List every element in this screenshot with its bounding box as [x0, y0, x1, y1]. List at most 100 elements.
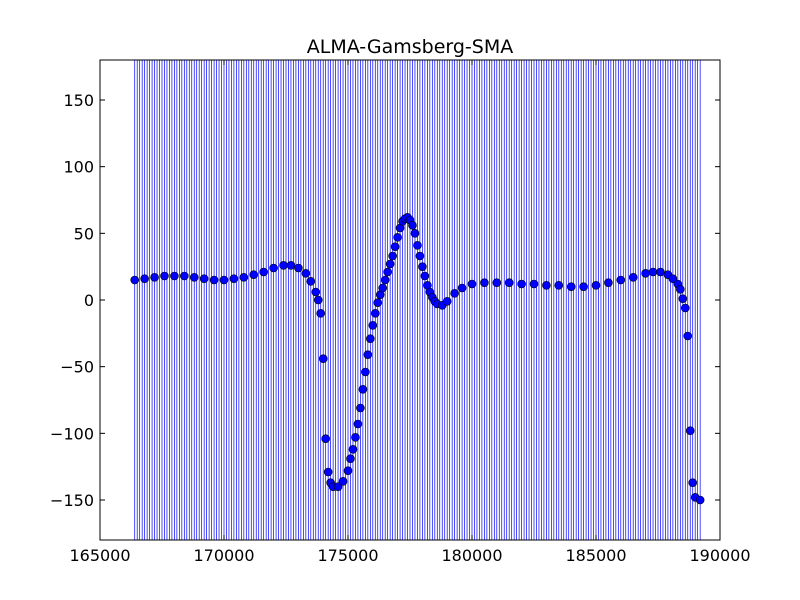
- data-point: [413, 241, 422, 250]
- data-point: [294, 263, 303, 273]
- data-point: [450, 289, 459, 298]
- data-point: [363, 350, 373, 359]
- data-point: [209, 275, 219, 285]
- data-point: [641, 269, 650, 278]
- data-point: [160, 271, 169, 281]
- data-point: [390, 242, 400, 251]
- data-point: [656, 267, 665, 277]
- data-point: [140, 274, 149, 283]
- data-point: [323, 467, 333, 477]
- data-point: [504, 278, 514, 287]
- axis-ticks: 165000 170000 175000 180000 185000 190000 −150…: [50, 60, 751, 565]
- data-point: [688, 478, 698, 487]
- data-point: [420, 271, 430, 281]
- data-point: [408, 221, 417, 230]
- data-point: [457, 283, 467, 293]
- data-point: [318, 354, 328, 363]
- x-tick-label: 185000: [565, 546, 626, 565]
- data-point: [321, 434, 330, 443]
- data-point: [346, 454, 355, 463]
- y-tick-label: 0: [84, 291, 94, 310]
- x-tick-label: 190000: [689, 546, 750, 565]
- data-point: [301, 269, 311, 278]
- data-point: [370, 309, 380, 318]
- data-point: [480, 278, 489, 287]
- data-points: [130, 213, 705, 505]
- x-tick-label: 170000: [193, 546, 254, 565]
- data-point: [368, 321, 378, 330]
- data-point: [269, 263, 278, 273]
- data-point: [286, 261, 296, 270]
- data-point: [604, 278, 613, 287]
- data-point: [410, 229, 420, 238]
- data-point: [356, 403, 365, 413]
- data-point: [579, 282, 588, 291]
- data-point: [648, 267, 658, 277]
- data-point: [695, 495, 705, 505]
- data-point: [554, 281, 564, 290]
- data-point: [338, 477, 348, 486]
- data-point: [239, 273, 249, 282]
- data-point: [351, 433, 360, 442]
- data-point: [170, 271, 179, 281]
- y-tick-label: −50: [60, 358, 94, 377]
- data-point: [467, 279, 477, 289]
- data-point: [353, 419, 363, 429]
- data-point: [492, 278, 502, 287]
- data-point: [150, 273, 159, 282]
- y-tick-label: −150: [50, 491, 94, 510]
- data-point: [685, 426, 695, 435]
- data-point: [676, 285, 685, 294]
- y-tick-label: −100: [50, 424, 94, 443]
- data-point: [529, 279, 539, 289]
- data-point: [591, 281, 601, 290]
- y-tick-label: 100: [63, 158, 94, 177]
- data-point: [229, 274, 239, 283]
- data-point: [343, 466, 353, 475]
- vertical-lines: [134, 60, 701, 540]
- data-point: [668, 274, 678, 283]
- data-point: [366, 334, 375, 343]
- data-point: [388, 251, 397, 261]
- data-point: [259, 267, 268, 277]
- data-point: [380, 275, 390, 285]
- data-point: [566, 282, 576, 291]
- data-point: [680, 303, 690, 313]
- data-point: [385, 259, 395, 269]
- data-point: [442, 297, 452, 306]
- x-tick-label: 180000: [441, 546, 502, 565]
- data-point: [517, 279, 526, 289]
- x-tick-label: 165000: [69, 546, 130, 565]
- data-point: [361, 367, 370, 377]
- data-point: [316, 309, 326, 318]
- data-point: [249, 270, 259, 279]
- data-point: [219, 275, 229, 285]
- data-point: [358, 385, 368, 394]
- data-point: [683, 331, 693, 341]
- data-point: [628, 273, 638, 282]
- data-point: [393, 233, 402, 242]
- y-tick-label: 150: [63, 91, 94, 110]
- x-tick-label: 175000: [317, 546, 378, 565]
- data-point: [333, 482, 343, 491]
- y-tick-label: 50: [74, 224, 94, 243]
- data-point: [180, 271, 189, 281]
- data-point: [199, 274, 209, 283]
- data-point: [616, 275, 626, 285]
- data-point: [313, 295, 323, 305]
- data-point: [383, 267, 392, 277]
- data-point: [348, 445, 358, 454]
- data-point: [542, 281, 551, 290]
- chart-title: ALMA-Gamsberg-SMA: [307, 36, 513, 58]
- data-point: [130, 275, 140, 285]
- data-point: [306, 277, 316, 286]
- data-point: [415, 251, 425, 261]
- data-point: [418, 262, 427, 271]
- data-point: [189, 273, 199, 282]
- data-point: [279, 261, 288, 270]
- data-point: [311, 287, 321, 297]
- data-point: [373, 298, 383, 307]
- data-point: [378, 283, 388, 293]
- data-point: [678, 294, 688, 303]
